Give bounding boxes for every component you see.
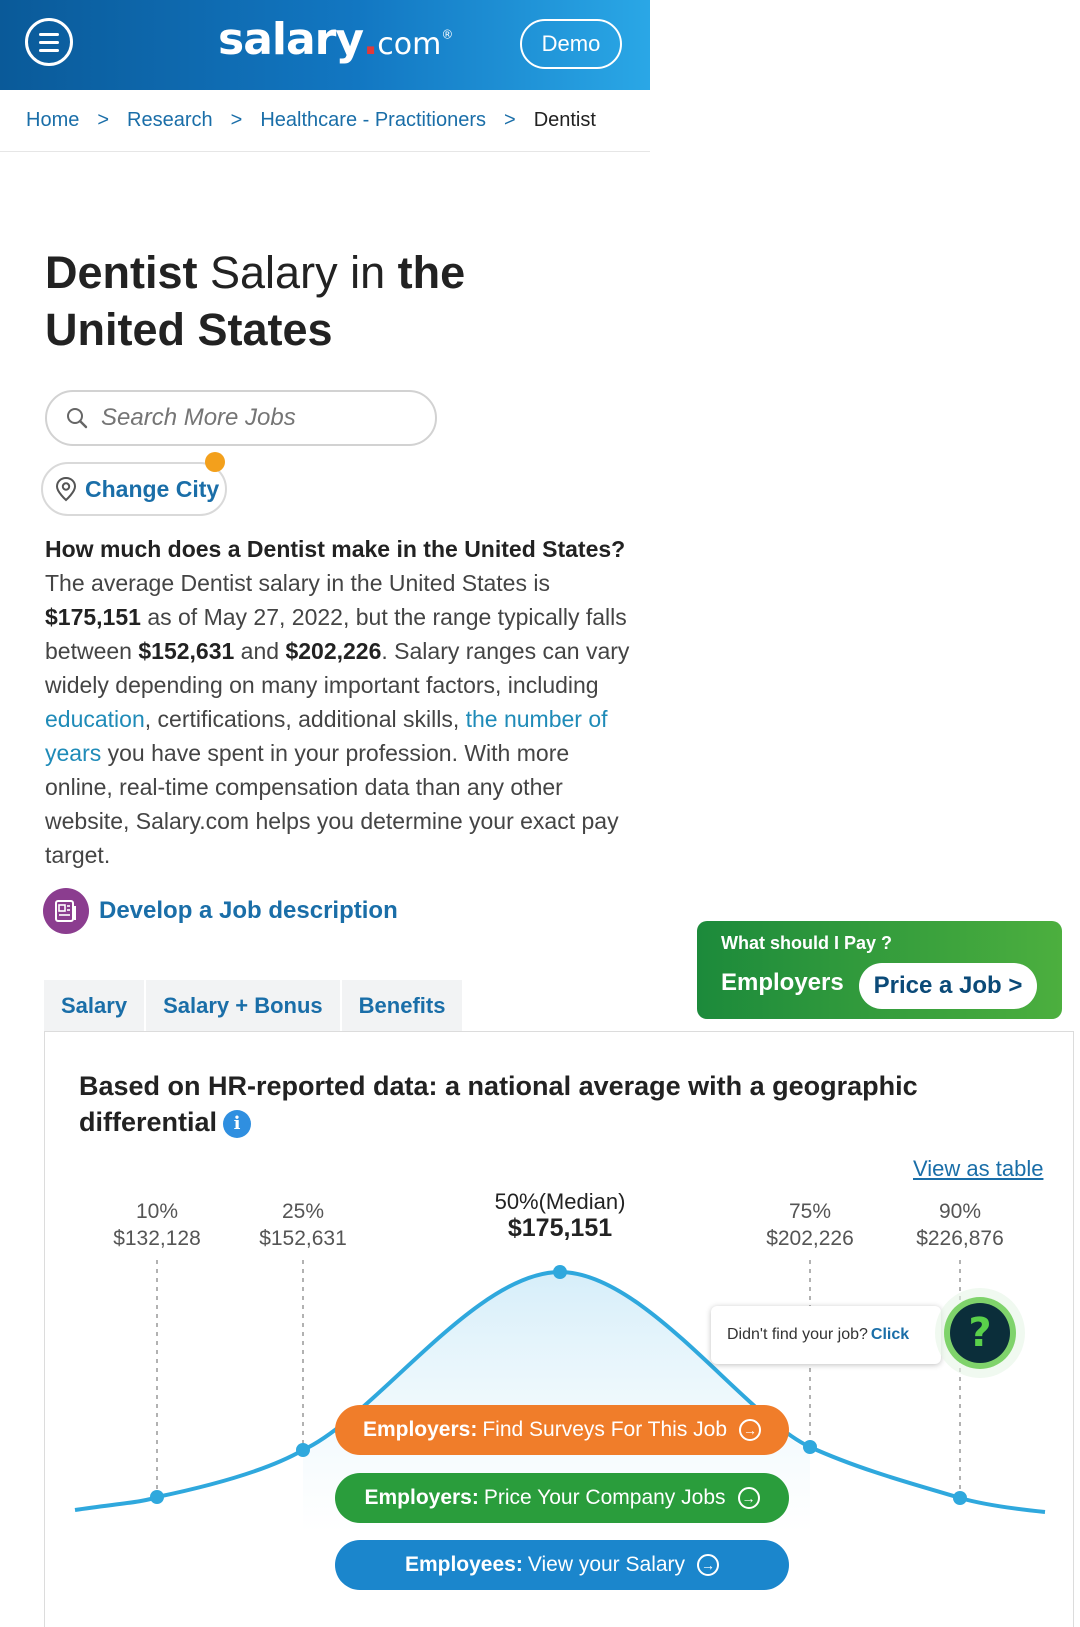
breadcrumb-healthcare[interactable]: Healthcare - Practitioners (260, 109, 486, 131)
chart-title-text: Based on HR-reported data: a national av… (79, 1071, 918, 1137)
intro-paragraph: How much does a Dentist make in the Unit… (45, 532, 635, 872)
percentile-value: $132,128 (113, 1227, 201, 1250)
percentile-90: 90% $226,876 (890, 1198, 1030, 1252)
top-bar: salary.com® Demo (0, 0, 650, 90)
search-input[interactable] (101, 404, 401, 432)
arrow-right-circle-icon: → (697, 1554, 720, 1576)
logo-main-text: salary (218, 14, 364, 65)
find-job-help-box[interactable]: Didn't find your job? Click (711, 1306, 941, 1364)
percentile-label: 75% (788, 1200, 832, 1223)
price-company-jobs-button[interactable]: Employers: Price Your Company Jobs → (335, 1473, 789, 1523)
percentile-label: 25% (281, 1200, 325, 1223)
breadcrumb-separator: > (97, 109, 110, 131)
p90-point[interactable] (953, 1491, 967, 1505)
help-icon-core: ? (950, 1303, 1010, 1363)
percentile-label: 90% (938, 1200, 982, 1223)
chart-title: Based on HR-reported data: a national av… (79, 1068, 979, 1140)
price-job-promo[interactable]: What should I Pay ? Employers Price a Jo… (697, 921, 1062, 1019)
intro-text: . Salary ranges can vary widely dependin… (45, 638, 630, 698)
cta-text: Find Surveys For This Job (482, 1418, 728, 1441)
breadcrumb-research[interactable]: Research (127, 109, 213, 131)
help-click-link[interactable]: Click (870, 1326, 910, 1343)
tab-benefits[interactable]: Benefits (341, 980, 463, 1032)
breadcrumb: Home > Research > Healthcare - Practitio… (0, 90, 650, 152)
p75-point[interactable] (803, 1440, 817, 1454)
percentile-value: $202,226 (766, 1227, 854, 1250)
title-job: Dentist (45, 247, 198, 298)
percentile-label: 50%(Median) (494, 1189, 626, 1214)
curve-fill (303, 1272, 810, 1532)
years-link[interactable]: the number of years (45, 706, 608, 766)
average-salary: $175,151 (45, 604, 141, 630)
cta-bold: Employers: (364, 1486, 479, 1509)
change-city-label: Change City (85, 475, 220, 502)
salary-chart-card: Based on HR-reported data: a national av… (44, 1031, 1074, 1627)
cta-bold: Employers: (362, 1418, 478, 1441)
cta-text: View your Salary (527, 1553, 686, 1576)
title-location: the United States (45, 247, 466, 355)
percentile-25: 25% $152,631 (233, 1198, 373, 1252)
breadcrumb-home[interactable]: Home (26, 109, 80, 131)
demo-button[interactable]: Demo (520, 19, 622, 69)
breadcrumb-separator: > (504, 109, 516, 131)
p25-point[interactable] (296, 1443, 310, 1457)
title-salary-word: Salary in (197, 247, 398, 298)
intro-text: The average Dentist salary in the United… (45, 570, 550, 596)
help-icon-ring: ? (944, 1297, 1016, 1369)
education-link[interactable]: education (45, 706, 145, 732)
percentile-10: 10% $132,128 (87, 1198, 227, 1252)
promo-employers: Employers (721, 969, 844, 996)
range-low: $152,631 (138, 638, 235, 664)
document-icon (43, 888, 89, 934)
registered-mark: ® (441, 27, 453, 42)
change-city-button[interactable]: Change City (41, 462, 227, 516)
help-question-icon[interactable]: ? (935, 1288, 1025, 1378)
breadcrumb-current: Dentist (533, 109, 596, 131)
percentile-value: $226,876 (916, 1227, 1004, 1250)
promo-question: What should I Pay ? (721, 933, 893, 953)
menu-icon[interactable] (25, 18, 73, 66)
intro-text: you have spent in your profession. With … (45, 740, 619, 868)
arrow-right-circle-icon: → (737, 1487, 760, 1509)
percentile-value: $175,151 (507, 1214, 613, 1242)
help-text: Didn't find your job? (727, 1326, 868, 1343)
price-a-job-button[interactable]: Price a Job > (859, 963, 1037, 1009)
view-your-salary-button[interactable]: Employees: View your Salary → (335, 1540, 789, 1590)
salary-logo[interactable]: salary.com® (218, 14, 453, 65)
percentile-50: 50%(Median) $175,151 (480, 1188, 640, 1242)
median-point[interactable] (553, 1265, 567, 1279)
info-icon[interactable]: i (223, 1109, 252, 1138)
p10-point[interactable] (150, 1490, 164, 1504)
notification-dot (205, 452, 225, 472)
percentile-value: $152,631 (259, 1227, 347, 1250)
logo-com-text: com (377, 27, 442, 62)
page-title: Dentist Salary in the United States (45, 244, 605, 358)
percentile-75: 75% $202,226 (740, 1198, 880, 1252)
cta-bold: Employees: (404, 1553, 523, 1576)
logo-dot: . (363, 18, 378, 64)
tab-salary-bonus[interactable]: Salary + Bonus (146, 980, 342, 1032)
job-description-link[interactable]: Develop a Job description (43, 888, 398, 934)
intro-question: How much does a Dentist make in the Unit… (45, 536, 626, 562)
location-pin-icon (55, 476, 77, 502)
percentile-label: 10% (135, 1200, 179, 1223)
arrow-right-circle-icon: → (739, 1419, 762, 1441)
range-high: $202,226 (285, 638, 382, 664)
job-description-label: Develop a Job description (99, 897, 398, 924)
breadcrumb-separator: > (230, 109, 243, 131)
tab-salary[interactable]: Salary (44, 980, 147, 1032)
intro-text: , certifications, additional skills, (144, 706, 466, 732)
find-surveys-button[interactable]: Employers: Find Surveys For This Job → (335, 1405, 789, 1455)
view-as-table-link[interactable]: View as table (913, 1156, 1044, 1181)
intro-text: and (234, 638, 286, 664)
salary-tabs: Salary Salary + Bonus Benefits (44, 980, 463, 1032)
search-box[interactable] (45, 390, 437, 446)
search-icon (67, 408, 88, 429)
intro-text: as of May 27, 2022, but the range typica… (45, 604, 627, 664)
bell-curve (74, 1260, 1046, 1532)
cta-text: Price Your Company Jobs (483, 1486, 726, 1509)
